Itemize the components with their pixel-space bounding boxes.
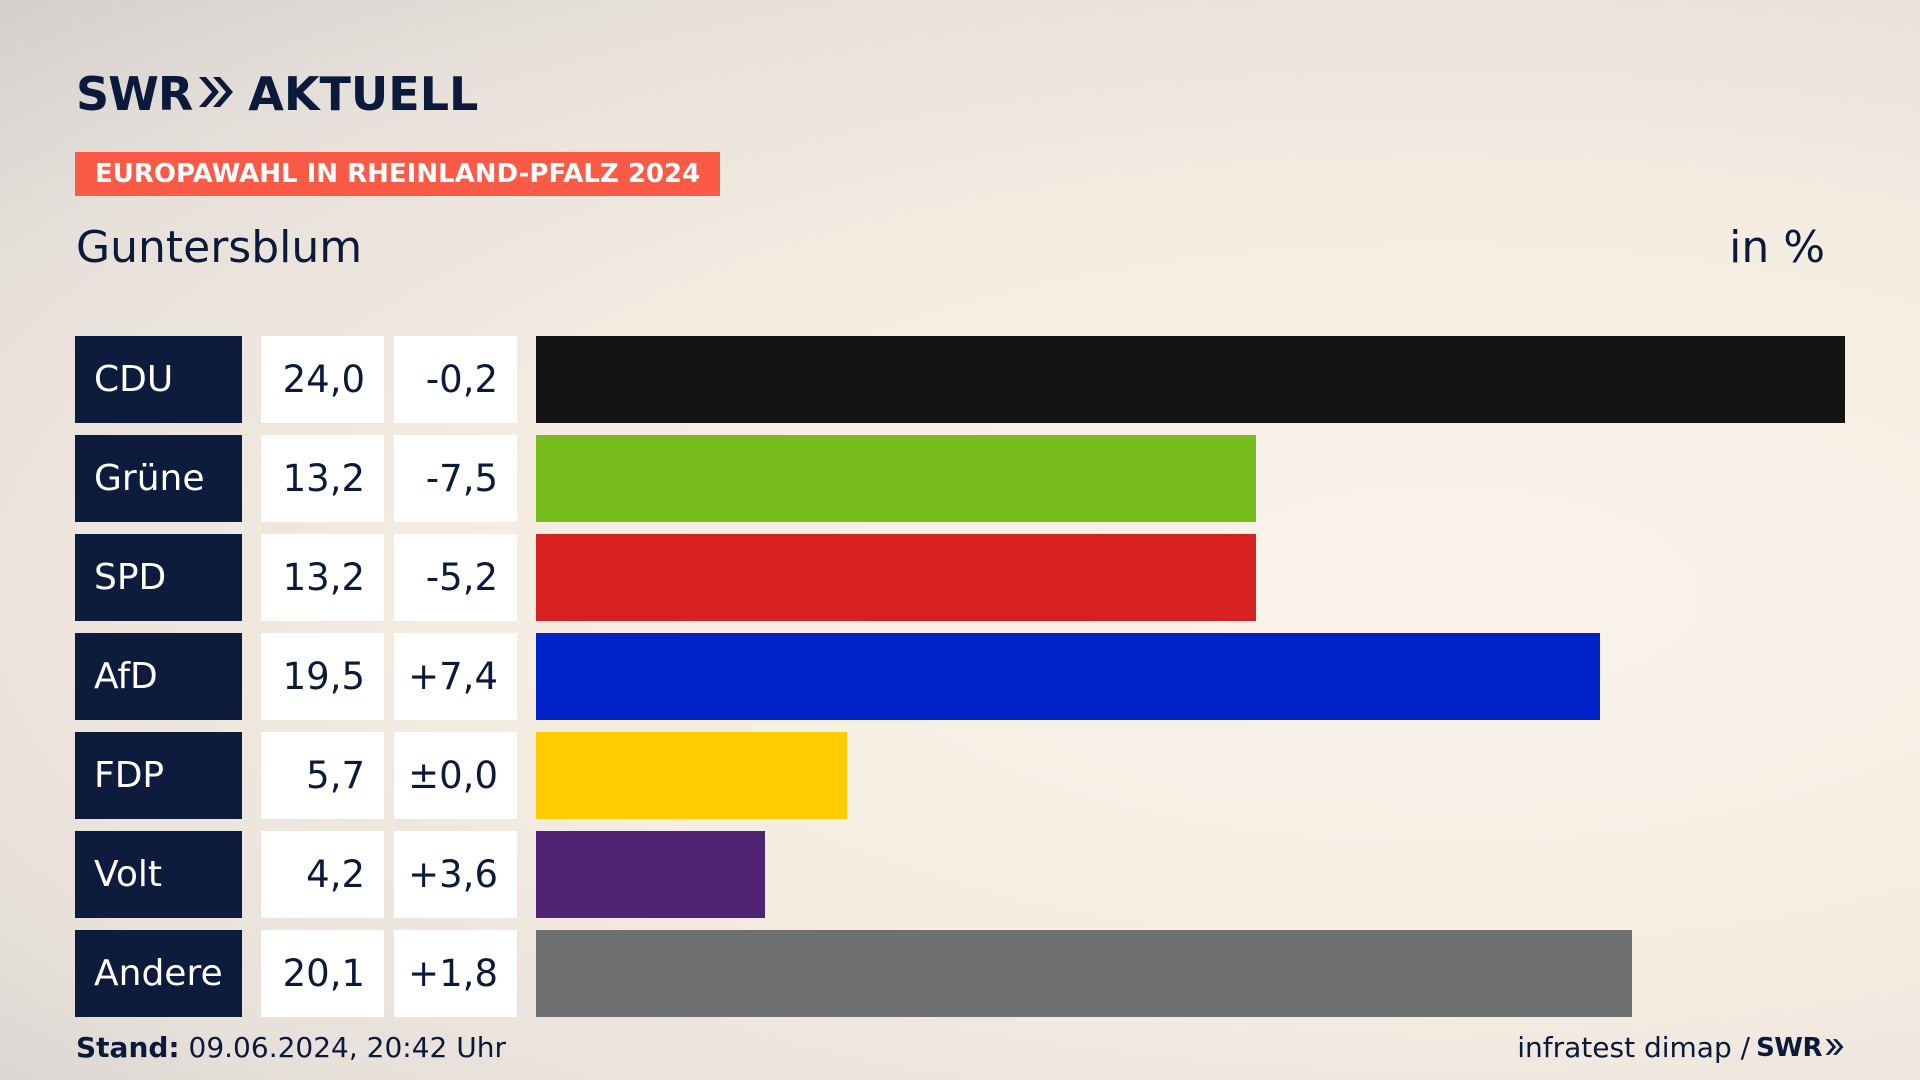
vote-share-diff: ±0,0 xyxy=(394,732,517,819)
party-label: AfD xyxy=(75,633,242,720)
bar-cdu xyxy=(536,336,1845,423)
party-label: CDU xyxy=(75,336,242,423)
timestamp-label: Stand: xyxy=(76,1031,180,1064)
result-row-afd: AfD 19,5 +7,4 xyxy=(75,633,1845,720)
swr-aktuell-logo: SWR AKTUELL xyxy=(76,66,478,122)
result-row-andere: Andere 20,1 +1,8 xyxy=(75,930,1845,1017)
result-row-gruene: Grüne 13,2 -7,5 xyxy=(75,435,1845,522)
unit-label: in % xyxy=(1729,222,1825,273)
vote-share-value: 13,2 xyxy=(261,435,384,522)
vote-share-value: 24,0 xyxy=(261,336,384,423)
source-credit: infratest dimap / SWR xyxy=(1517,1030,1844,1066)
bar-spd xyxy=(536,534,1256,621)
vote-share-diff: +1,8 xyxy=(394,930,517,1017)
party-label: Grüne xyxy=(75,435,242,522)
vote-share-diff: +7,4 xyxy=(394,633,517,720)
vote-share-value: 20,1 xyxy=(261,930,384,1017)
party-label: Andere xyxy=(75,930,242,1017)
logo-swr-text: SWR xyxy=(76,67,193,121)
source-text: infratest dimap / xyxy=(1517,1031,1751,1064)
vote-share-diff: -5,2 xyxy=(394,534,517,621)
result-row-spd: SPD 13,2 -5,2 xyxy=(75,534,1845,621)
timestamp-value: 09.06.2024, 20:42 Uhr xyxy=(188,1031,506,1064)
location-title: Guntersblum xyxy=(76,222,363,273)
party-label: FDP xyxy=(75,732,242,819)
bar-volt xyxy=(536,831,765,918)
result-row-cdu: CDU 24,0 -0,2 xyxy=(75,336,1845,423)
results-chart: CDU 24,0 -0,2 Grüne 13,2 -7,5 SPD 13,2 -… xyxy=(75,336,1845,1017)
timestamp: Stand: 09.06.2024, 20:42 Uhr xyxy=(76,1030,506,1066)
election-tag: EUROPAWAHL IN RHEINLAND-PFALZ 2024 xyxy=(75,152,721,196)
bar-afd xyxy=(536,633,1600,720)
bar-gruene xyxy=(536,435,1256,522)
source-brand: SWR xyxy=(1756,1033,1822,1063)
vote-share-diff: -7,5 xyxy=(394,435,517,522)
vote-share-value: 13,2 xyxy=(261,534,384,621)
vote-share-value: 19,5 xyxy=(261,633,384,720)
vote-share-value: 4,2 xyxy=(261,831,384,918)
vote-share-diff: +3,6 xyxy=(394,831,517,918)
result-row-volt: Volt 4,2 +3,6 xyxy=(75,831,1845,918)
vote-share-value: 5,7 xyxy=(261,732,384,819)
logo-aktuell-text: AKTUELL xyxy=(248,67,479,121)
double-chevron-icon xyxy=(1824,1030,1844,1066)
party-label: SPD xyxy=(75,534,242,621)
double-chevron-icon xyxy=(196,74,234,114)
bar-fdp xyxy=(536,732,847,819)
result-row-fdp: FDP 5,7 ±0,0 xyxy=(75,732,1845,819)
vote-share-diff: -0,2 xyxy=(394,336,517,423)
bar-andere xyxy=(536,930,1632,1017)
party-label: Volt xyxy=(75,831,242,918)
